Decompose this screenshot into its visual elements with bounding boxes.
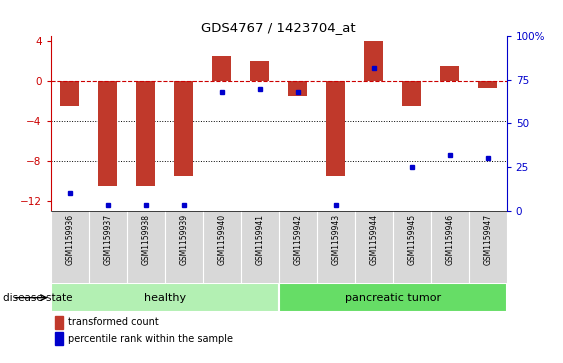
Text: GSM1159941: GSM1159941 — [255, 214, 264, 265]
Text: GSM1159942: GSM1159942 — [293, 214, 302, 265]
Bar — [55, 332, 64, 345]
Text: percentile rank within the sample: percentile rank within the sample — [68, 334, 233, 344]
Bar — [98, 81, 117, 185]
Bar — [51, 283, 279, 312]
Text: GSM1159946: GSM1159946 — [445, 214, 454, 265]
Bar — [364, 41, 383, 81]
Bar — [250, 61, 269, 81]
Text: GSM1159943: GSM1159943 — [331, 214, 340, 265]
Text: GSM1159938: GSM1159938 — [141, 214, 150, 265]
Text: GSM1159945: GSM1159945 — [407, 214, 416, 265]
Bar — [279, 283, 507, 312]
Title: GDS4767 / 1423704_at: GDS4767 / 1423704_at — [202, 21, 356, 34]
Bar — [288, 81, 307, 96]
Bar — [478, 81, 497, 88]
Text: GSM1159940: GSM1159940 — [217, 214, 226, 265]
Text: pancreatic tumor: pancreatic tumor — [345, 293, 441, 303]
Text: healthy: healthy — [144, 293, 186, 303]
Bar — [60, 81, 79, 106]
Text: GSM1159944: GSM1159944 — [369, 214, 378, 265]
Bar — [174, 81, 193, 176]
Bar — [212, 56, 231, 81]
Text: GSM1159936: GSM1159936 — [65, 214, 74, 265]
Text: GSM1159937: GSM1159937 — [103, 214, 112, 265]
Bar — [55, 316, 64, 329]
Text: transformed count: transformed count — [68, 317, 159, 327]
Bar — [440, 66, 459, 81]
Bar — [136, 81, 155, 185]
Text: GSM1159947: GSM1159947 — [483, 214, 492, 265]
Bar — [326, 81, 345, 176]
Bar — [402, 81, 421, 106]
Text: disease state: disease state — [3, 293, 72, 303]
Text: GSM1159939: GSM1159939 — [179, 214, 188, 265]
